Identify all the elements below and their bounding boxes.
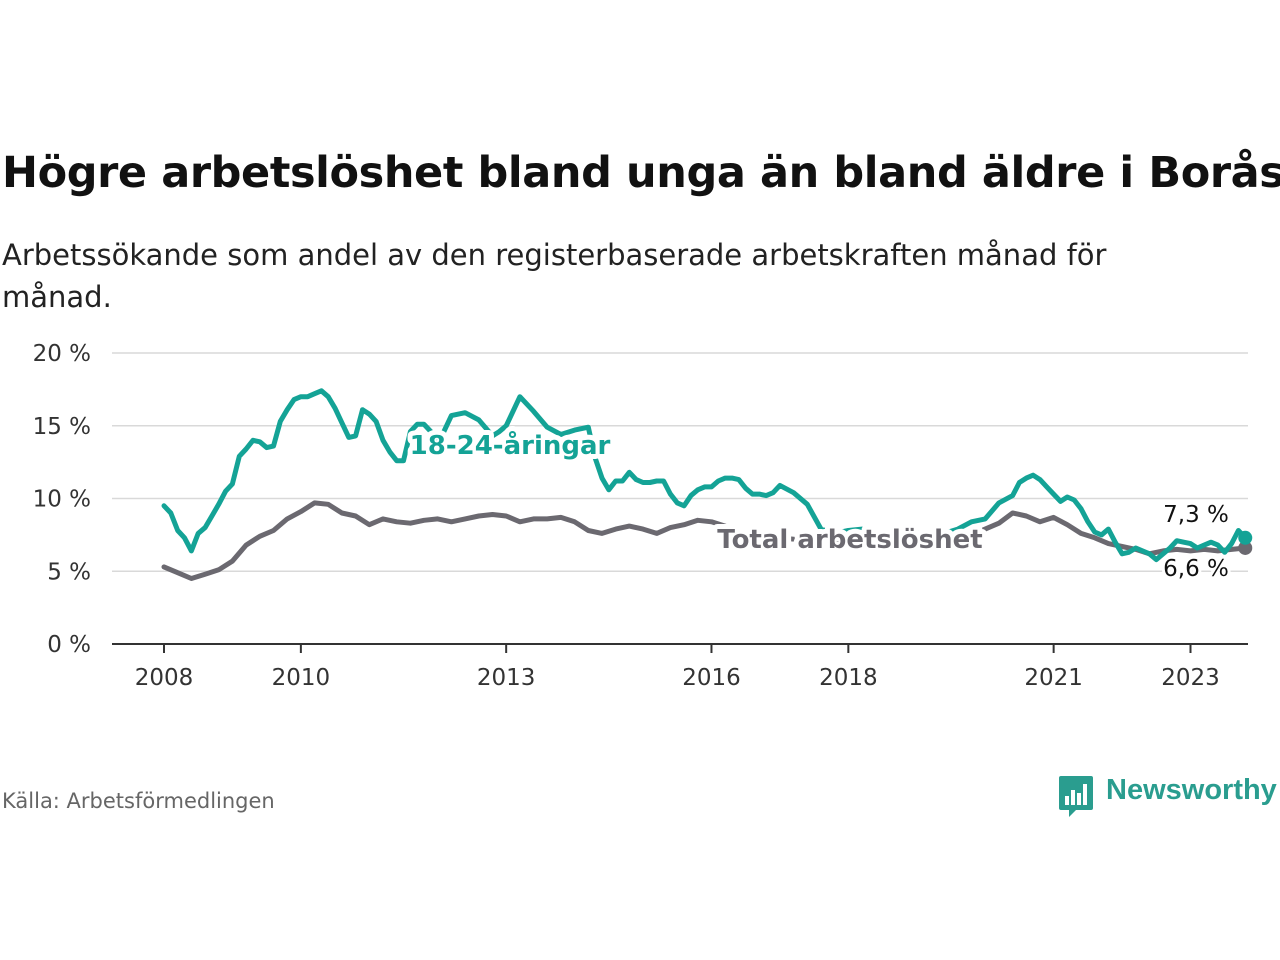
label-total-halo: Total arbetslöshet [717, 525, 982, 555]
source-note: Källa: Arbetsförmedlingen [2, 789, 275, 813]
x-tick-label: 2023 [1161, 665, 1220, 691]
x-tick-label: 2021 [1024, 665, 1083, 691]
brand-name: Newsworthy [1106, 774, 1277, 806]
y-axis-labels: 0 % 5 % 10 % 15 % 20 % [33, 341, 91, 658]
line-chart: 0 %5 %10 %15 %20 % 2008 2010 2013 2016 2018 2… [33, 341, 1253, 691]
x-tick-label: 2008 [135, 665, 194, 691]
series-line-youth [161, 388, 1248, 563]
x-tick-label: 2013 [477, 665, 536, 691]
x-tick-label: 2018 [819, 665, 878, 691]
end-label-total: 6,6 % [1163, 556, 1229, 582]
y-tick-label: 15 % [33, 414, 91, 440]
y-tick-label: 5 % [47, 559, 91, 585]
chart-title: Högre arbetslöshet bland unga än bland ä… [2, 148, 1280, 198]
chart-subtitle: Arbetssökande som andel av den registerb… [2, 238, 1107, 314]
label-youth-halo: 18-24-åringar [410, 429, 611, 461]
y-tick-label: 0 % [47, 632, 91, 658]
gridlines [112, 352, 1248, 572]
series-lines [161, 388, 1253, 581]
x-axis: 2008 2010 2013 2016 2018 2021 2023 [112, 643, 1248, 691]
label-total: Total arbetslöshet [717, 525, 982, 555]
label-youth: 18-24-åringar [410, 429, 611, 461]
end-point-total [1238, 540, 1253, 555]
x-tick-label: 2010 [272, 665, 331, 691]
newsworthy-logo: Newsworthy [1058, 772, 1278, 820]
bar-chart-speech-bubble-icon [1059, 776, 1093, 817]
end-label-youth: 7,3 % [1163, 502, 1229, 528]
end-point-youth [1238, 530, 1253, 545]
y-tick-label: 10 % [33, 487, 91, 513]
y-tick-label: 20 % [33, 341, 91, 367]
x-tick-label: 2016 [682, 665, 741, 691]
series-line-total [161, 500, 1248, 581]
